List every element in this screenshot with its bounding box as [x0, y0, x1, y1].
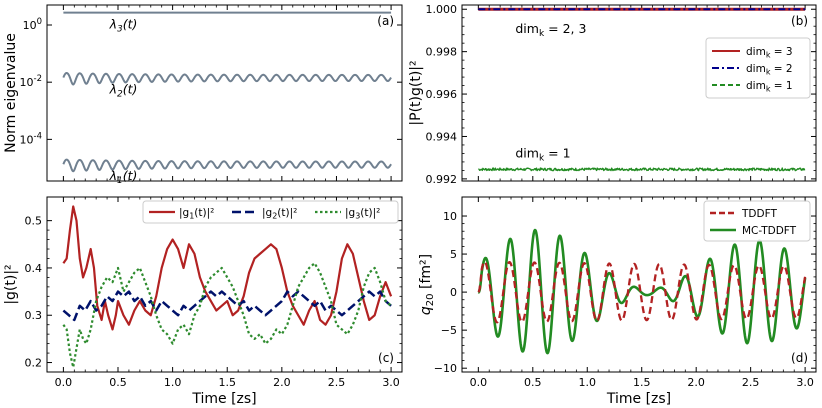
series-label-lambda3: λ3(t)	[109, 17, 138, 35]
x-tick-label: 2.0	[687, 376, 705, 389]
legend	[705, 37, 811, 99]
y-tick-label: 1.000	[426, 3, 458, 16]
x-tick-label: 2.5	[742, 376, 760, 389]
series-line-g3	[62, 262, 392, 369]
y-tick-label: 0.4	[25, 262, 43, 275]
x-tick-label: 1.0	[579, 376, 597, 389]
legend	[142, 200, 399, 224]
series-line-tddft	[477, 260, 807, 324]
legend-label: dimk = 3	[746, 46, 793, 60]
y-axis-label: Norm eigenvalue	[3, 33, 19, 153]
x-axis-label: Time [zs]	[606, 391, 671, 407]
y-axis-label: |P(t)g(t)|²	[408, 60, 424, 125]
x-tick-label: 1.0	[164, 376, 182, 389]
series-line-mc-tddft	[477, 228, 807, 355]
series-line-lambda2	[62, 71, 392, 86]
panel-b: 0.992 0.994 0.996 0.998 1.000 dimk = 2, 3 dimk…	[408, 3, 817, 186]
x-tick-label: 0.0	[470, 376, 488, 389]
legend-label: |g1(t)|²	[179, 207, 214, 221]
legend-label: TDDFT	[741, 208, 777, 220]
y-tick-label: 0.992	[426, 173, 458, 186]
x-tick-label: 2.0	[273, 376, 291, 389]
y-axis-label: |g(t)|²	[3, 264, 19, 304]
y-tick-label: 0.2	[25, 357, 43, 370]
x-tick-label: 3.0	[382, 376, 400, 389]
annotation-dim-2-3: dimk = 2, 3	[515, 21, 586, 39]
x-tick-label: 0.5	[524, 376, 542, 389]
y-tick-label: 0.3	[25, 309, 43, 322]
y-tick-label: −10	[434, 362, 457, 375]
series-line-g2	[62, 290, 392, 322]
y-tick-label: 10-4	[20, 131, 42, 146]
x-axis-label: Time [zs]	[191, 391, 256, 407]
plot-frame	[46, 4, 403, 182]
legend-label: MC-TDDFT	[742, 225, 797, 237]
y-tick-label: 10-2	[20, 74, 42, 89]
x-tick-label: 0.5	[109, 376, 127, 389]
panel-d: 0.0 0.5 1.0 1.5 2.0 2.5 3.0 −10 −5 0 5 10 TDDFT MC-TD…	[418, 196, 817, 407]
legend-label: |g3(t)|²	[345, 207, 380, 221]
legend-label: dimk = 2	[746, 63, 793, 77]
legend-label: |g2(t)|²	[262, 207, 297, 221]
y-tick-label: −5	[441, 324, 457, 337]
panel-a: 100 10-2 10-4 λ3(t) λ2(t) λ1(t) (a) Norm eigenv…	[3, 4, 403, 186]
y-tick-label: 0.994	[426, 130, 458, 143]
annotation-dim-1: dimk = 1	[515, 145, 570, 163]
series-label-lambda2: λ2(t)	[109, 82, 138, 100]
x-tick-label: 2.5	[328, 376, 346, 389]
plot-frame	[461, 4, 817, 182]
x-tick-label: 1.5	[633, 376, 651, 389]
legend-label: dimk = 1	[746, 80, 793, 94]
panel-label: (a)	[377, 14, 394, 28]
x-tick-label: 3.0	[796, 376, 814, 389]
y-tick-label: 100	[23, 17, 42, 32]
x-tick-label: 1.5	[218, 376, 236, 389]
y-tick-label: 10	[443, 210, 457, 223]
y-tick-label: 5	[450, 248, 457, 261]
panel-label: (c)	[378, 351, 394, 365]
plot-frame	[46, 196, 403, 373]
series-line-dimk-1	[478, 167, 806, 172]
y-tick-label: 0.996	[426, 88, 458, 101]
y-tick-label: 0	[450, 286, 457, 299]
panel-c: 0.0 0.5 1.0 1.5 2.0 2.5 3.0 0.2 0.3 0.4 0.5 |g1(t)|…	[3, 196, 403, 407]
series-line-lambda1	[62, 158, 392, 173]
panel-label: (b)	[791, 14, 808, 28]
panel-label: (d)	[791, 351, 808, 365]
series-label-lambda1: λ1(t)	[109, 168, 138, 186]
series-line-g1	[62, 205, 393, 331]
y-tick-label: 0.998	[426, 46, 458, 59]
y-axis-label: q20 [fm²]	[418, 254, 436, 315]
y-tick-label: 0.5	[25, 215, 43, 228]
x-tick-label: 0.0	[55, 376, 73, 389]
